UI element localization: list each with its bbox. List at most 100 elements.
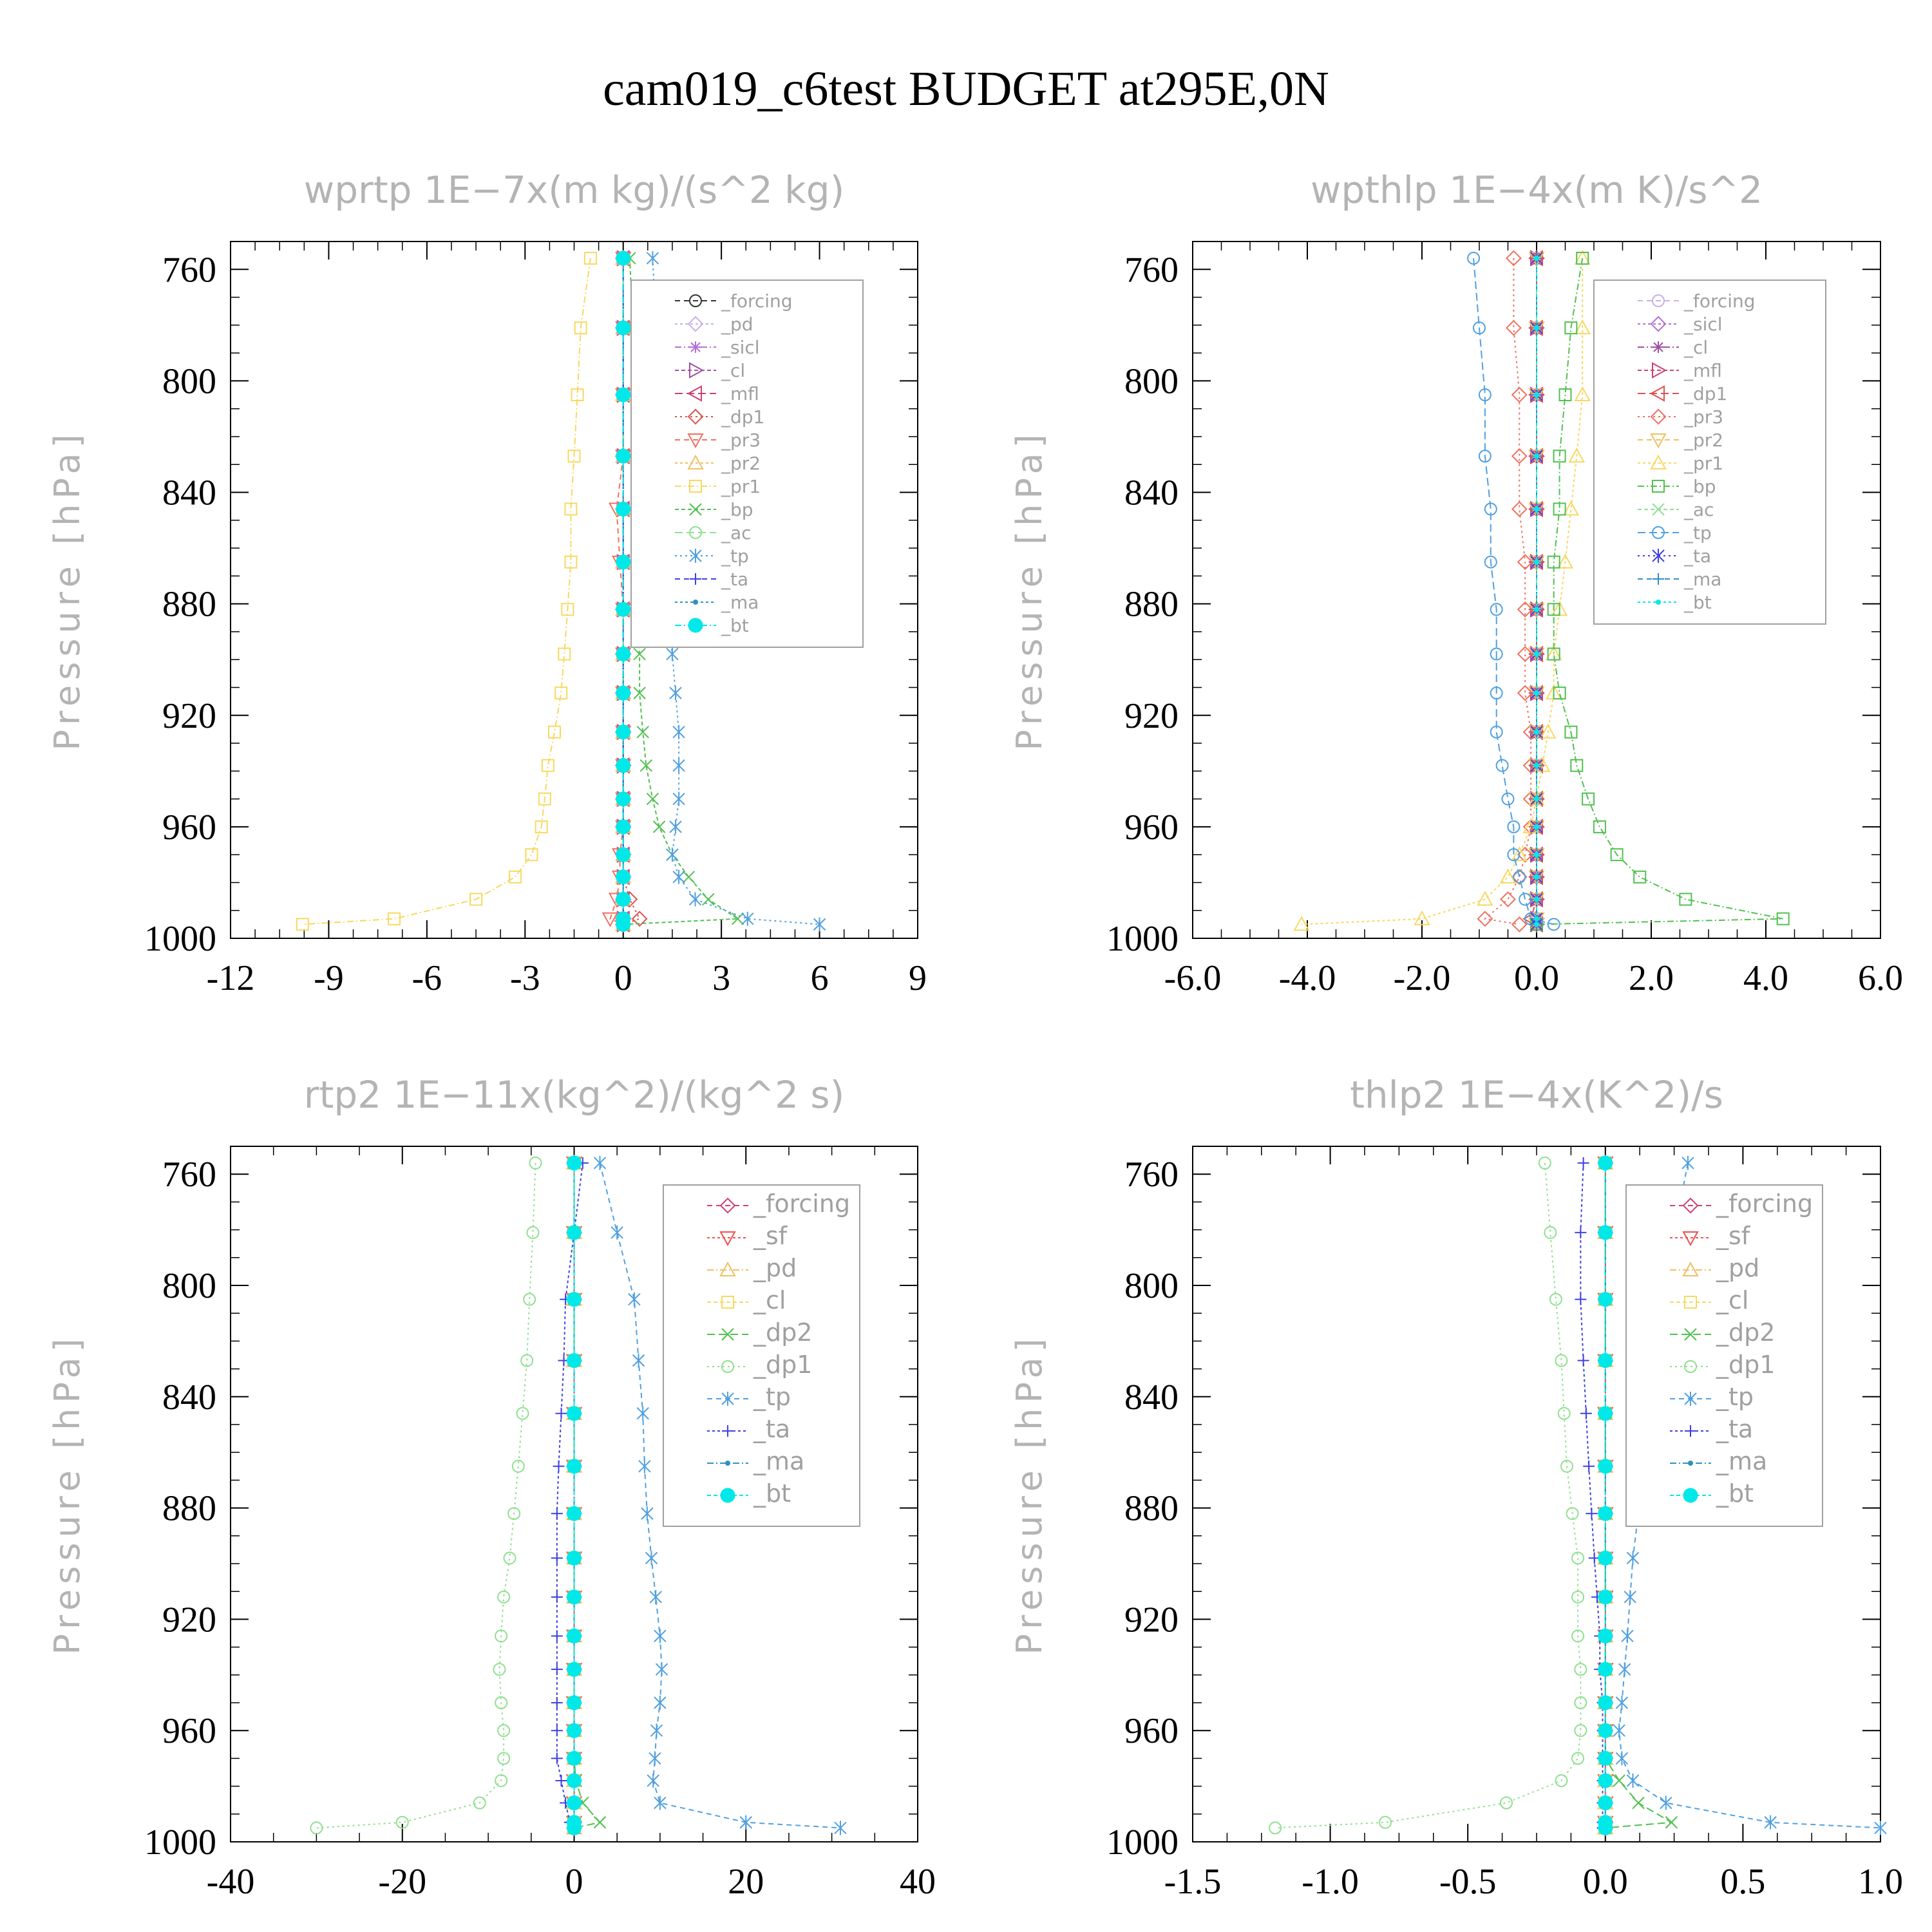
- data-point: [669, 686, 682, 701]
- x-tick-label: 0: [614, 958, 632, 998]
- data-point: [616, 819, 631, 835]
- series-line: [599, 1162, 841, 1829]
- legend-label: _cl: [721, 360, 745, 381]
- legend-entry: _sicl: [675, 337, 760, 358]
- data-point: [1511, 916, 1528, 933]
- data-point: [551, 1697, 563, 1709]
- data-point: [1534, 506, 1539, 512]
- data-point: [523, 1293, 536, 1306]
- legend-entry: _pr1: [675, 476, 761, 497]
- data-point: [1633, 870, 1647, 884]
- legend-label: _pr1: [1683, 453, 1723, 474]
- panel-thlp2: thlp2 1E−4x(K^2)/s Pressure [hPa] 760 800 84…: [1009, 1073, 1903, 1902]
- data-point: [473, 1796, 486, 1810]
- legend-label: _bt: [1683, 592, 1712, 613]
- legend-marker: [1652, 526, 1665, 539]
- data-point: [1598, 1820, 1613, 1835]
- data-point: [296, 918, 309, 931]
- data-point: [541, 759, 554, 772]
- data-point: [493, 1663, 506, 1676]
- y-tick-label: 920: [162, 1600, 216, 1640]
- data-point: [1557, 1406, 1571, 1420]
- data-point: [1507, 848, 1520, 862]
- data-point: [1568, 448, 1585, 463]
- data-point: [682, 871, 696, 884]
- legend-marker: [1652, 294, 1665, 307]
- data-point: [1500, 891, 1516, 907]
- data-point: [525, 848, 538, 862]
- series-bt: [1598, 1155, 1613, 1835]
- legend-marker: [689, 526, 702, 539]
- data-point: [1564, 725, 1578, 739]
- data-point: [1544, 1226, 1557, 1239]
- data-point: [616, 647, 631, 662]
- data-point: [497, 1724, 511, 1738]
- data-point: [1534, 916, 1539, 922]
- y-tick-label: 960: [1124, 1711, 1179, 1751]
- series-line: [1536, 258, 1783, 925]
- data-point: [1379, 1815, 1392, 1829]
- legend-label: _pr3: [1683, 406, 1723, 428]
- data-point: [507, 1507, 521, 1520]
- data-point: [1624, 1589, 1636, 1604]
- data-point: [616, 320, 631, 336]
- legend-entry: _pd: [707, 1254, 797, 1282]
- data-point: [1598, 1353, 1613, 1368]
- x-tick-label: 2.0: [1629, 958, 1674, 998]
- data-point: [551, 1591, 563, 1603]
- data-point: [672, 791, 685, 806]
- legend-label: _ma: [1683, 569, 1721, 590]
- data-point: [388, 912, 401, 925]
- data-point: [1553, 450, 1566, 463]
- legend-entry: _ma: [1638, 569, 1721, 590]
- x-tick-label: 4.0: [1743, 958, 1788, 998]
- legend-entry: _tp: [707, 1383, 791, 1411]
- data-point: [616, 601, 631, 617]
- x-tick-label: -3: [510, 958, 540, 998]
- data-point: [813, 917, 826, 932]
- legend-marker: [1653, 573, 1664, 585]
- data-point: [495, 1629, 508, 1643]
- data-point: [567, 1750, 582, 1766]
- series-line: [1483, 258, 1532, 925]
- legend-label: _pr1: [721, 476, 761, 497]
- y-tick-label: 1000: [1106, 1823, 1179, 1862]
- legend-marker: [1650, 408, 1667, 425]
- legend-marker: [719, 1231, 736, 1247]
- data-point: [616, 791, 631, 807]
- legend: _forcing_sicl_cl_mfl_dp1_pr3_pr2_pr1_bp_…: [1593, 279, 1826, 625]
- data-point: [526, 1226, 540, 1239]
- panel-title: rtp2 1E−11x(kg^2)/(kg^2 s): [304, 1073, 845, 1117]
- data-point: [616, 869, 631, 885]
- x-tick-label: 0.0: [1583, 1862, 1628, 1902]
- y-tick-label: 760: [162, 250, 216, 290]
- data-point: [593, 1155, 607, 1170]
- legend-marker: [1649, 385, 1665, 402]
- data-point: [1534, 690, 1539, 696]
- x-tick-label: 3: [712, 958, 730, 998]
- legend-label: _pd: [1716, 1254, 1759, 1282]
- data-point: [646, 792, 659, 806]
- data-point: [1473, 321, 1486, 335]
- series-line: [556, 1162, 583, 1829]
- data-point: [616, 758, 631, 773]
- legend-entry: _sf: [707, 1222, 788, 1250]
- legend-entry: _forcing: [675, 290, 793, 312]
- data-point: [1517, 601, 1533, 618]
- x-tick-label: -12: [207, 958, 255, 998]
- data-point: [1538, 1156, 1551, 1170]
- data-point: [672, 869, 685, 884]
- legend-entry: _bt: [1638, 592, 1712, 613]
- data-point: [469, 893, 483, 906]
- data-point: [628, 1292, 641, 1307]
- legend-entry: _ta: [1670, 1415, 1753, 1443]
- series-line: [1473, 258, 1554, 925]
- legend-label: _forcing: [1683, 290, 1756, 312]
- legend-marker: [1652, 503, 1665, 516]
- y-tick-label: 760: [1124, 1155, 1179, 1195]
- data-point: [495, 1774, 508, 1787]
- legend-marker: [689, 480, 702, 493]
- data-point: [593, 1816, 607, 1829]
- legend-marker: [1652, 549, 1665, 563]
- series-line: [302, 258, 591, 925]
